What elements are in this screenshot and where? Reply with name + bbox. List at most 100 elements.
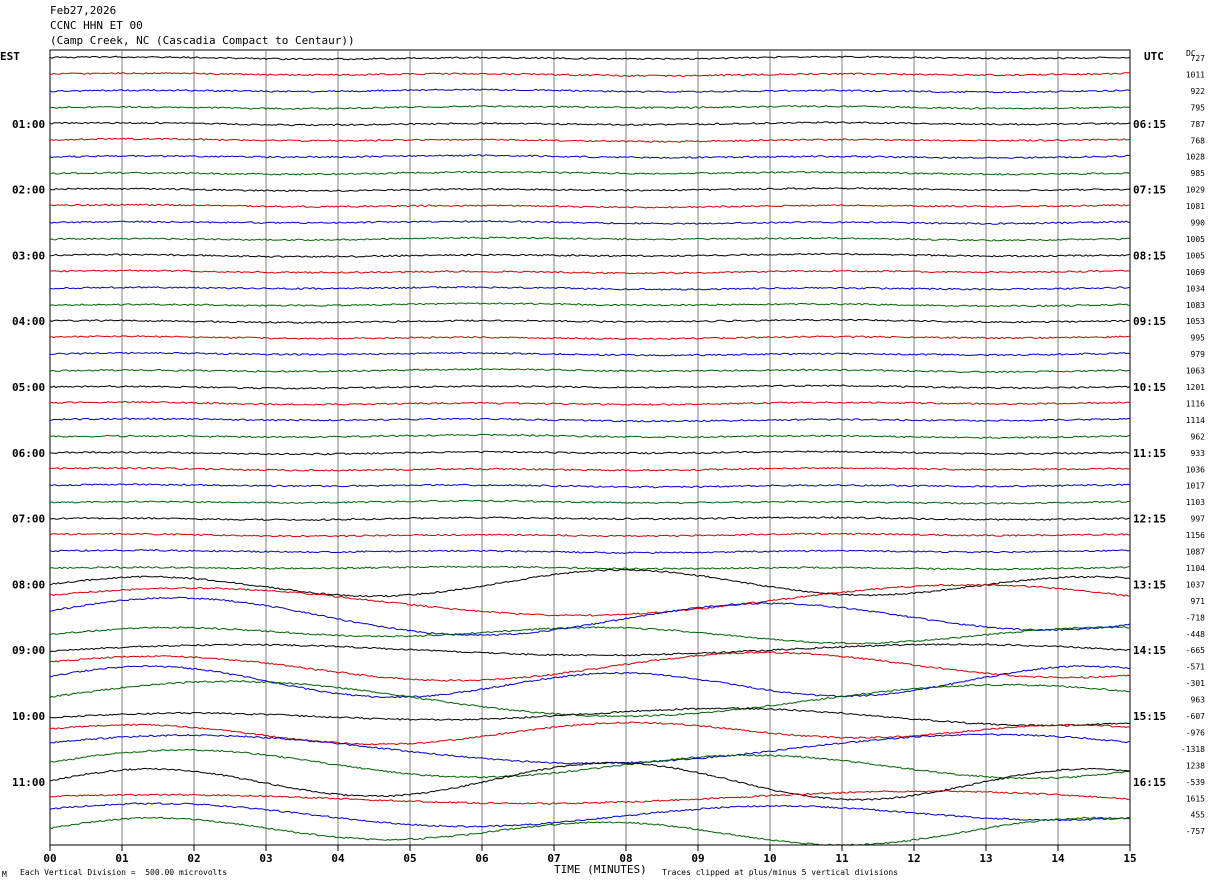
vertical-division-note: Each Vertical Division = 500.00 microvol…: [20, 868, 228, 877]
trace-47: [49, 802, 1131, 828]
x-tick-label: 00: [43, 852, 56, 865]
dc-offset-label: -539: [1186, 778, 1205, 787]
trace-23: [49, 417, 1131, 423]
trace-48: [49, 816, 1130, 847]
clipped-note: Traces clipped at plus/minus 5 vertical …: [662, 868, 899, 877]
dc-label: DC: [1186, 49, 1196, 58]
x-axis: 00 01 02 03 04 05 06 07 08 09 10 11 12 13 14 15: [43, 844, 1137, 865]
time-labels: 01:00 02:00 03:00 04:00 05:00 06:00 07:00 08:00…: [12, 54, 1205, 836]
dc-offset-label: 1028: [1186, 153, 1205, 162]
trace-18: [49, 335, 1130, 341]
dc-offset-label: 962: [1191, 432, 1206, 441]
left-time-label: 10:00: [12, 710, 45, 723]
dc-offset-label: -1318: [1181, 745, 1205, 754]
dc-offset-label: 1005: [1186, 235, 1205, 244]
x-tick-label: 11: [835, 852, 849, 865]
trace-36: [49, 626, 1131, 645]
trace-38: [49, 651, 1131, 682]
left-time-label: 05:00: [12, 381, 45, 394]
trace-4: [49, 105, 1130, 110]
dc-offset-label: -607: [1186, 712, 1205, 721]
trace-2: [49, 71, 1131, 78]
x-tick-label: 10: [763, 852, 776, 865]
est-label: EST: [0, 50, 20, 63]
right-time-label: 09:15: [1133, 315, 1166, 328]
trace-7: [49, 154, 1131, 159]
trace-5: [49, 121, 1131, 127]
dc-offset-label: 1053: [1186, 317, 1205, 326]
dc-offset-label: 1238: [1186, 761, 1205, 770]
dc-offset-label: -571: [1186, 663, 1205, 672]
traces: [49, 55, 1131, 847]
left-time-label: 02:00: [12, 184, 45, 197]
right-time-label: 07:15: [1133, 184, 1166, 197]
dc-offset-label: 1103: [1186, 498, 1205, 507]
trace-10: [49, 203, 1131, 209]
dc-offset-label: -665: [1186, 646, 1205, 655]
right-time-label: 08:15: [1133, 249, 1166, 262]
dc-offset-label: 933: [1191, 449, 1206, 458]
trace-29: [50, 516, 1131, 522]
trace-31: [49, 548, 1131, 555]
dc-offset-label: 1201: [1186, 383, 1205, 392]
station-subtitle: (Camp Creek, NC (Cascadia Compact to Cen…: [50, 34, 355, 47]
dc-offset-label: 1116: [1186, 399, 1205, 408]
trace-9: [49, 187, 1131, 192]
dc-offset-label: 1005: [1186, 251, 1205, 260]
left-time-label: 07:00: [12, 513, 45, 526]
trace-26: [49, 466, 1131, 472]
right-time-label: 11:15: [1133, 447, 1166, 460]
left-time-label: 04:00: [12, 315, 45, 328]
right-time-label: 10:15: [1133, 381, 1166, 394]
trace-37: [49, 643, 1131, 657]
trace-27: [49, 483, 1131, 489]
dc-offset-label: -976: [1186, 728, 1205, 737]
trace-45: [49, 761, 1131, 801]
right-time-label: 13:15: [1133, 578, 1166, 591]
trace-35: [50, 596, 1131, 637]
date-title: Feb27,2026: [50, 4, 117, 17]
trace-43: [49, 733, 1131, 765]
right-time-label: 06:15: [1133, 118, 1166, 131]
left-time-label: 11:00: [12, 776, 45, 789]
dc-offset-label: 1063: [1186, 367, 1205, 376]
x-tick-label: 15: [1123, 852, 1136, 865]
trace-41: [49, 707, 1131, 727]
plot-frame: [49, 49, 1131, 846]
trace-13: [49, 252, 1131, 258]
left-time-label: 08:00: [12, 578, 45, 591]
trace-1: [49, 55, 1131, 61]
dc-offset-label: 1017: [1186, 482, 1205, 491]
dc-offset-label: 922: [1191, 87, 1206, 96]
dc-offset-label: 979: [1191, 350, 1206, 359]
x-tick-label: 01: [115, 852, 129, 865]
utc-label: UTC: [1144, 50, 1164, 63]
left-time-label: 01:00: [12, 118, 45, 131]
right-time-label: 14:15: [1133, 644, 1166, 657]
trace-34: [49, 583, 1131, 617]
x-tick-label: 05: [403, 852, 416, 865]
dc-offset-label: 1029: [1186, 186, 1205, 195]
x-tick-label: 04: [331, 852, 345, 865]
dc-offset-label: 1037: [1186, 580, 1205, 589]
dc-offset-label: 1036: [1186, 465, 1205, 474]
dc-offset-label: 795: [1191, 103, 1206, 112]
dc-offset-label: 787: [1191, 120, 1206, 129]
trace-44: [49, 748, 1131, 780]
x-axis-title: TIME (MINUTES): [554, 863, 647, 876]
x-tick-label: 02: [187, 852, 200, 865]
x-tick-label: 07: [547, 852, 560, 865]
x-tick-label: 14: [1051, 852, 1065, 865]
trace-46: [49, 789, 1131, 805]
left-time-label: 09:00: [12, 644, 45, 657]
dc-offset-label: 768: [1191, 136, 1206, 145]
dc-offset-label: -448: [1186, 630, 1205, 639]
trace-28: [49, 499, 1131, 505]
station-title: CCNC HHN ET 00: [50, 19, 143, 32]
dc-offset-label: 963: [1191, 696, 1206, 705]
x-tick-label: 06: [475, 852, 489, 865]
right-time-label: 16:15: [1133, 776, 1166, 789]
trace-39: [49, 665, 1131, 699]
dc-offset-label: 971: [1191, 597, 1206, 606]
